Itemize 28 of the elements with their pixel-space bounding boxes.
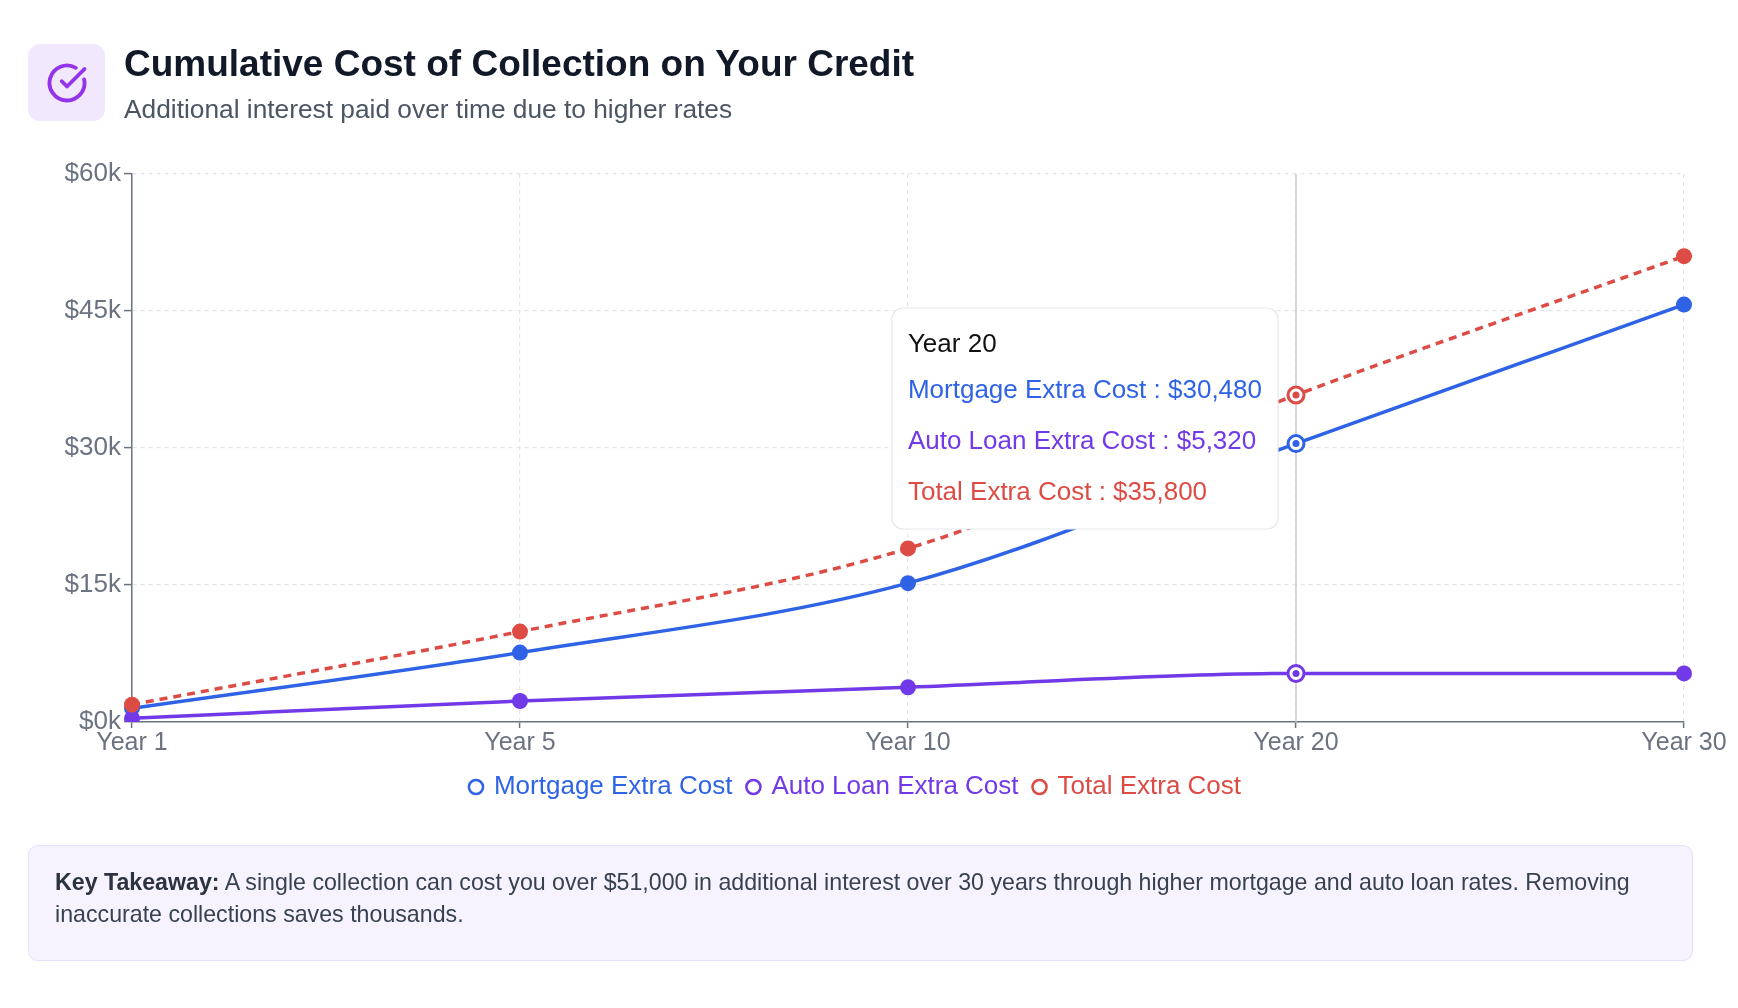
x-tick-label: Year 20	[1253, 726, 1339, 755]
legend-label: Auto Loan Extra Cost	[771, 770, 1020, 801]
x-tick-label: Year 10	[865, 726, 951, 755]
annotation: Auto Loan Extra Cost : $5,320	[907, 425, 1257, 456]
legend-label: Total Extra Cost	[1057, 770, 1242, 801]
point	[900, 540, 916, 557]
point	[124, 696, 140, 713]
point	[512, 692, 528, 709]
legend-label: Mortgage Extra Cost	[493, 770, 734, 801]
point	[1676, 665, 1692, 682]
point	[512, 644, 528, 661]
y-tick-label: $60k	[64, 157, 122, 188]
chart-subtitle: Additional interest paid over time due to higher rates	[124, 94, 733, 124]
text: Key Takeaway: A single collection can cost you over $51,000 in additional interest over 30 years through higher mortgage and auto loan rates. Removing inaccurate collections saves thousands.	[55, 868, 1631, 929]
y-tick-label: $15k	[64, 568, 122, 599]
point	[900, 575, 916, 592]
annotation: Year 20	[907, 328, 997, 359]
annotation: Total Extra Cost : $35,800	[907, 476, 1208, 507]
chart-title: Cumulative Cost of Collection on Your Credit	[124, 43, 915, 85]
x-tick-label: Year 30	[1641, 726, 1727, 755]
point	[1676, 296, 1692, 313]
annotation: Mortgage Extra Cost : $30,480	[907, 374, 1263, 405]
y-tick-label: $30k	[64, 431, 122, 462]
point	[1676, 248, 1692, 265]
point	[900, 679, 916, 696]
x-tick-label: Year 5	[484, 726, 556, 755]
point	[512, 623, 528, 640]
y-tick-label: $45k	[64, 294, 122, 325]
